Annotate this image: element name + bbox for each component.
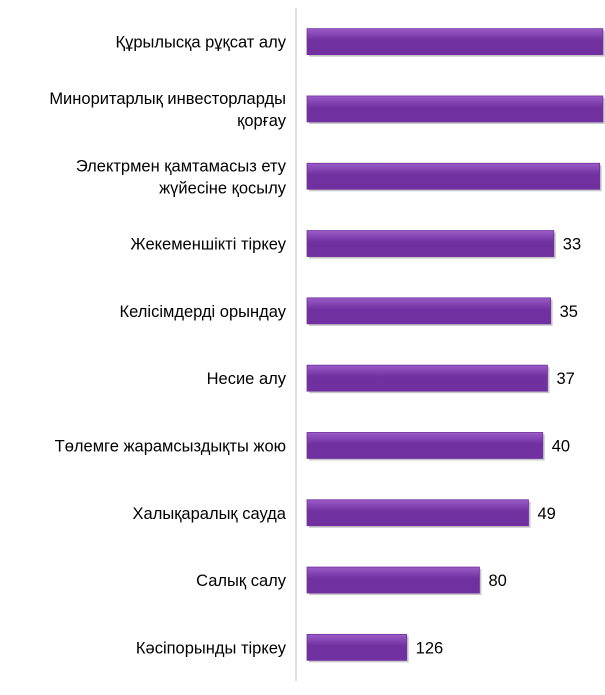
bar bbox=[306, 162, 601, 190]
bar bbox=[306, 364, 548, 392]
value-labels: 224333537404980126 bbox=[416, 236, 581, 658]
value-label: 40 bbox=[552, 437, 570, 455]
value-label: 126 bbox=[416, 639, 444, 657]
category-label: Электрмен қамтамасыз ету жүйесіне қосылу bbox=[76, 157, 287, 197]
bar bbox=[306, 432, 544, 459]
category-label: Жекеменшікті тіркеу bbox=[130, 236, 286, 254]
value-label: 33 bbox=[563, 236, 581, 254]
category-label: Миноритарлық инвесторларды қорғау bbox=[49, 90, 286, 130]
value-label: 37 bbox=[556, 370, 574, 388]
category-label: Салық салу bbox=[196, 572, 287, 590]
value-label: 80 bbox=[488, 572, 506, 590]
bar bbox=[306, 28, 604, 56]
category-labels: Құрылысқа рұқсат алу Миноритарлық инвесто… bbox=[49, 34, 286, 658]
value-label: 35 bbox=[560, 303, 578, 321]
bar bbox=[306, 633, 408, 661]
bar bbox=[306, 499, 529, 527]
bar bbox=[306, 566, 480, 594]
bar bbox=[306, 297, 552, 325]
category-label: Құрылысқа рұқсат алу bbox=[115, 34, 286, 52]
category-label: Кәсіпорынды тіркеу bbox=[136, 639, 287, 657]
category-label: Төлемге жарамсыздықты жою bbox=[55, 437, 286, 455]
category-label: Несие алу bbox=[207, 370, 287, 388]
value-label: 49 bbox=[537, 505, 555, 523]
category-label: Халықаралық сауда bbox=[133, 505, 287, 523]
bars-layer bbox=[306, 28, 605, 663]
category-label: Келісімдерді орындау bbox=[120, 303, 287, 321]
bar bbox=[306, 230, 555, 257]
bar bbox=[306, 95, 604, 123]
